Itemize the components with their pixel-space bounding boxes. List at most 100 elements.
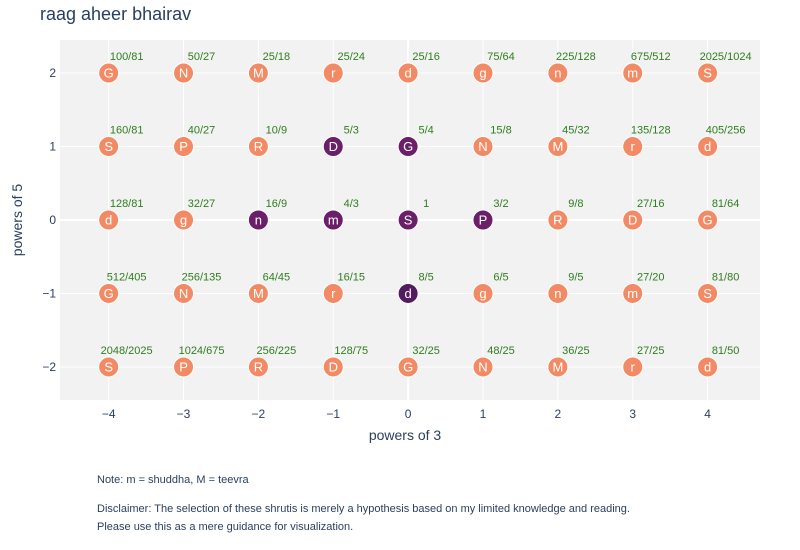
note-marker[interactable] [472, 282, 494, 304]
note-marker[interactable] [98, 356, 120, 378]
note-marker[interactable] [547, 62, 569, 84]
data-point[interactable]: D27/16 [622, 198, 665, 231]
note-marker[interactable] [173, 282, 195, 304]
note-marker-label: r [331, 66, 336, 81]
data-point[interactable]: n 225/128 [547, 51, 596, 84]
ratio-label: 3/2 [493, 198, 508, 210]
data-point[interactable]: G 100/81 [98, 51, 144, 84]
note-marker[interactable] [397, 209, 419, 231]
data-point[interactable]: N50/27 [173, 51, 216, 84]
data-point[interactable]: n 9/5 [547, 271, 584, 304]
data-point[interactable]: d25/16 [397, 51, 440, 84]
data-point[interactable]: r25/24 [322, 51, 365, 84]
data-point[interactable]: m 675/512 [622, 51, 671, 84]
note-marker[interactable] [247, 136, 269, 158]
data-point[interactable]: S1 [397, 198, 429, 231]
data-point[interactable]: G 32/25 [397, 345, 440, 378]
note-marker[interactable] [622, 356, 644, 378]
data-point[interactable]: R 256/225 [247, 345, 296, 378]
note-marker[interactable] [622, 209, 644, 231]
note-marker[interactable] [397, 136, 419, 158]
data-point[interactable]: G 512/405 [98, 271, 147, 304]
note-marker[interactable] [547, 136, 569, 158]
data-point[interactable]: d 8/5 [397, 271, 434, 304]
note-marker[interactable] [173, 62, 195, 84]
note-marker[interactable] [322, 62, 344, 84]
data-point[interactable]: S81/80 [697, 271, 740, 304]
note-marker-label: n [255, 213, 262, 228]
data-point[interactable]: N 256/135 [173, 271, 222, 304]
data-point[interactable]: r 135/128 [622, 125, 671, 158]
data-point[interactable]: r16/15 [322, 271, 365, 304]
data-point[interactable]: S 2048/2025 [98, 345, 153, 378]
data-point[interactable]: d 128/81 [98, 198, 144, 231]
data-point[interactable]: d81/50 [697, 345, 740, 378]
note-marker[interactable] [98, 282, 120, 304]
data-point[interactable]: R 9/8 [547, 198, 584, 231]
data-point[interactable]: P40/27 [173, 125, 216, 158]
note-marker[interactable] [173, 356, 195, 378]
note-marker[interactable] [697, 356, 719, 378]
ratio-label: 25/18 [263, 51, 291, 63]
data-point[interactable]: P 1024/675 [173, 345, 225, 378]
note-marker[interactable] [247, 356, 269, 378]
data-point[interactable]: P 3/2 [472, 198, 509, 231]
data-point[interactable]: M 25/18 [247, 51, 291, 84]
note-marker[interactable] [322, 209, 344, 231]
note-marker[interactable] [697, 282, 719, 304]
data-point[interactable]: D 5/3 [322, 125, 359, 158]
data-point[interactable]: M 64/45 [247, 271, 290, 304]
data-point[interactable]: g75/64 [472, 51, 515, 84]
data-point[interactable]: G 5/4 [397, 125, 434, 158]
note-marker[interactable] [98, 209, 120, 231]
note-marker[interactable] [397, 282, 419, 304]
note-marker[interactable] [472, 356, 494, 378]
note-marker[interactable] [397, 356, 419, 378]
note-marker[interactable] [547, 356, 569, 378]
note-marker[interactable] [547, 209, 569, 231]
data-point[interactable]: r27/25 [622, 345, 665, 378]
note-marker[interactable] [247, 209, 269, 231]
data-point[interactable]: N48/25 [472, 345, 515, 378]
note-marker[interactable] [247, 62, 269, 84]
note-marker[interactable] [697, 209, 719, 231]
data-point[interactable]: g 6/5 [472, 271, 509, 304]
note-marker[interactable] [247, 282, 269, 304]
data-point[interactable]: n 16/9 [247, 198, 287, 231]
data-point[interactable]: M 36/25 [547, 345, 590, 378]
data-point[interactable]: d 405/256 [697, 125, 746, 158]
note-marker[interactable] [322, 282, 344, 304]
note-marker[interactable] [472, 209, 494, 231]
note-marker[interactable] [322, 356, 344, 378]
note-marker[interactable] [322, 136, 344, 158]
note-marker[interactable] [98, 62, 120, 84]
note-marker-label: G [104, 286, 114, 301]
note-marker[interactable] [98, 136, 120, 158]
note-marker[interactable] [622, 282, 644, 304]
note-marker-label: S [104, 139, 113, 154]
data-point[interactable]: g32/27 [173, 198, 216, 231]
note-marker[interactable] [472, 136, 494, 158]
note-marker[interactable] [547, 282, 569, 304]
note-marker[interactable] [472, 62, 494, 84]
data-point[interactable]: G 81/64 [697, 198, 740, 231]
ratio-label: 75/64 [487, 51, 515, 63]
data-point[interactable]: m 27/20 [622, 271, 665, 304]
data-point[interactable]: D 128/75 [322, 345, 368, 378]
data-point[interactable]: M 45/32 [547, 125, 590, 158]
note-marker[interactable] [622, 136, 644, 158]
note-marker[interactable] [697, 62, 719, 84]
note-marker[interactable] [697, 136, 719, 158]
data-point[interactable]: S 2025/1024 [697, 51, 752, 84]
data-point[interactable]: R10/9 [247, 125, 287, 158]
data-point[interactable]: N15/8 [472, 125, 512, 158]
note-marker[interactable] [397, 62, 419, 84]
data-point[interactable]: m 4/3 [322, 198, 359, 231]
note-marker-label: R [254, 359, 263, 374]
note-marker[interactable] [622, 62, 644, 84]
note-marker-label: P [479, 213, 488, 228]
note-marker[interactable] [173, 209, 195, 231]
data-point[interactable]: S 160/81 [98, 125, 144, 158]
note-marker[interactable] [173, 136, 195, 158]
